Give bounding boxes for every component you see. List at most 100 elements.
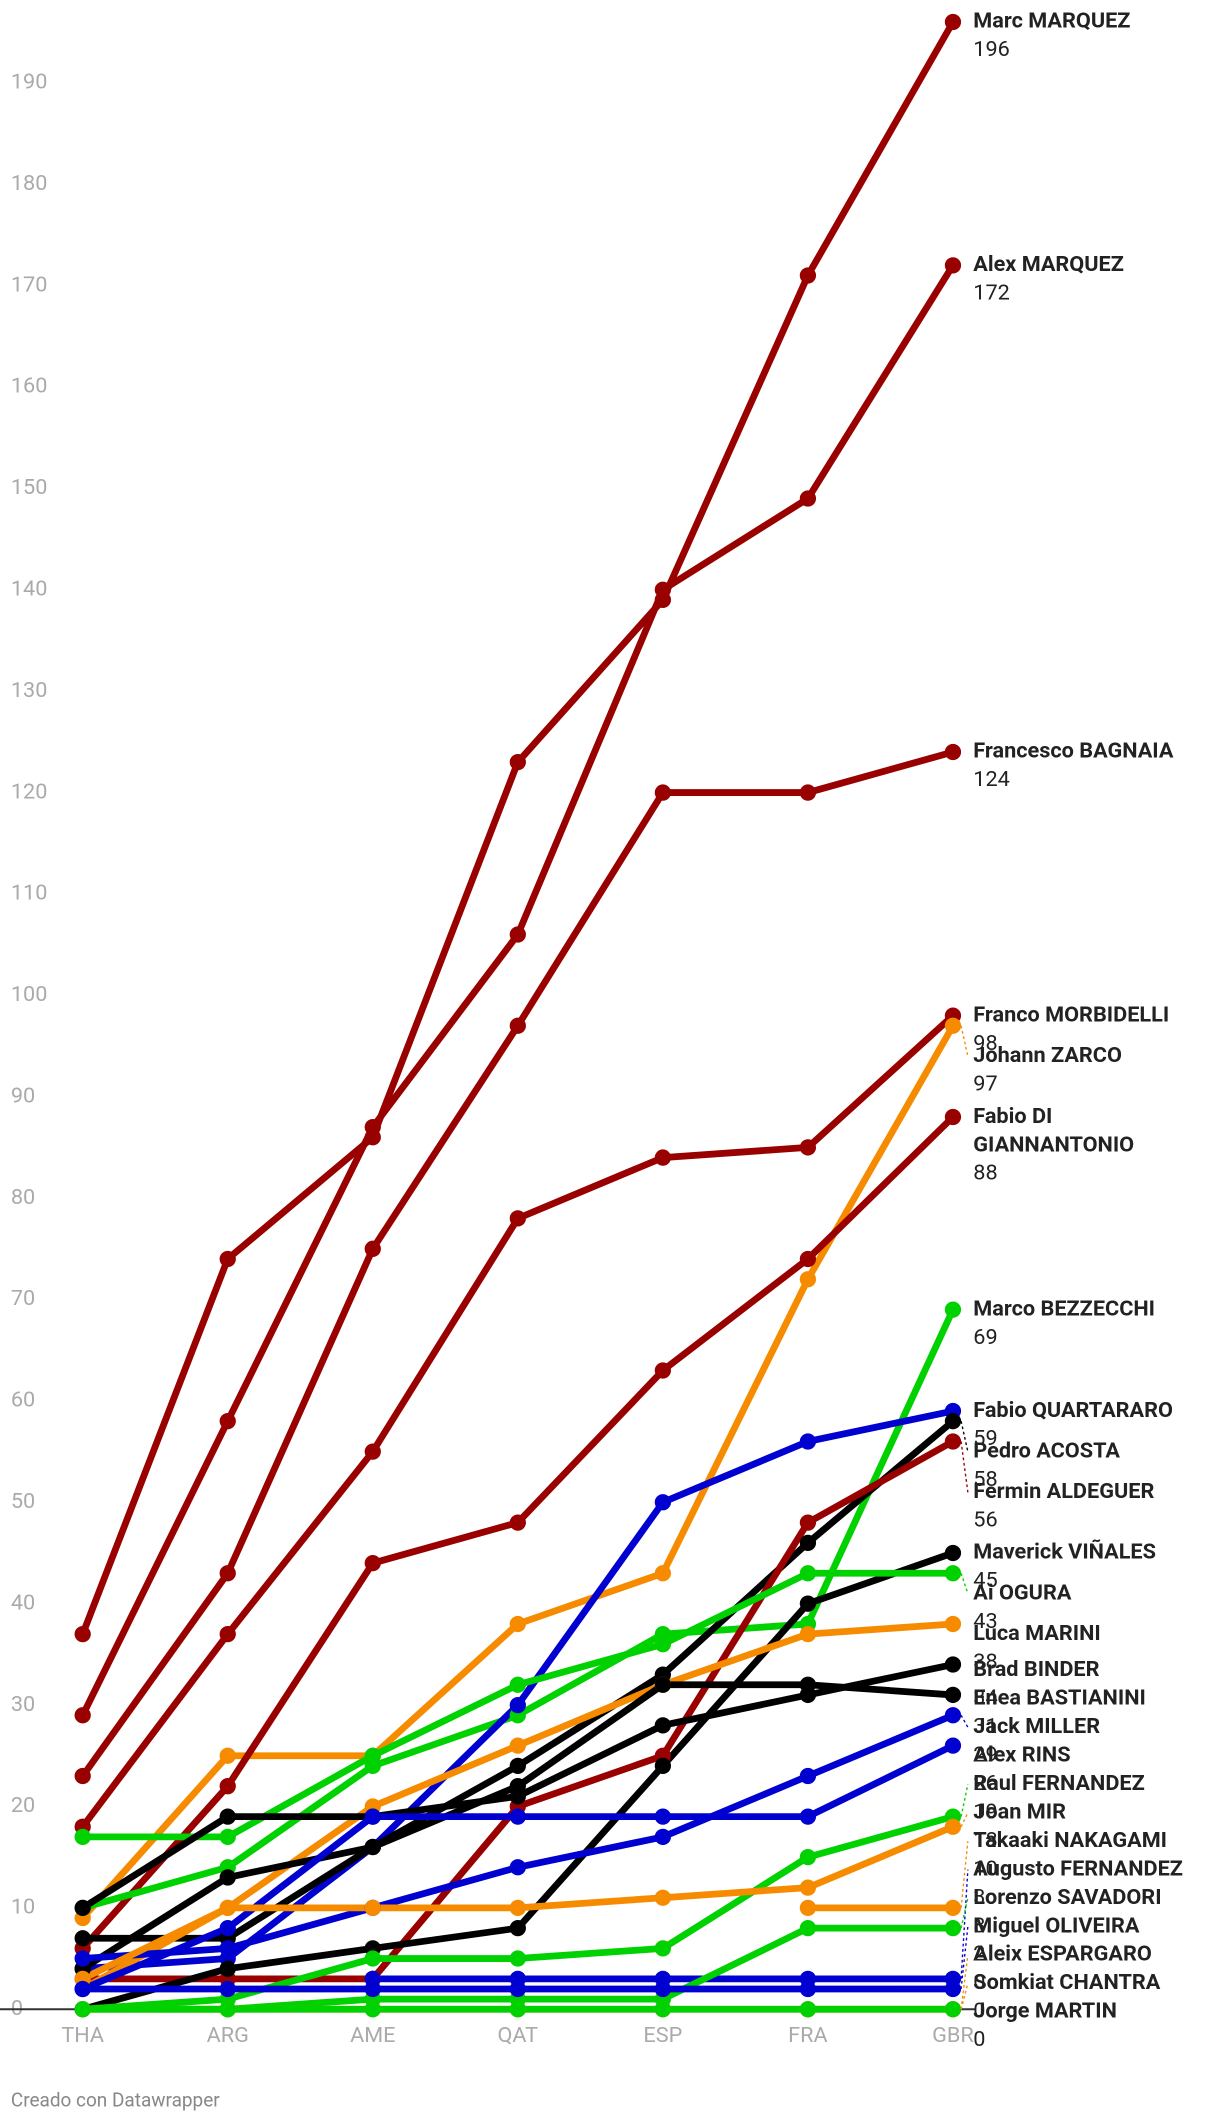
series-value-label: 172 xyxy=(973,281,1010,306)
x-tick-label: THA xyxy=(61,2023,104,2048)
y-tick-label: 140 xyxy=(11,577,48,602)
data-point xyxy=(799,2001,817,2018)
series-value-label: 31 xyxy=(973,1714,997,1739)
data-point xyxy=(944,743,962,761)
data-point xyxy=(799,1595,817,1612)
series-label: Marco BEZZECCHI xyxy=(973,1296,1155,1321)
data-point xyxy=(219,1940,236,1957)
data-point xyxy=(509,1210,526,1227)
y-tick-label: 20 xyxy=(11,1793,35,1818)
series-label: Alex MARQUEZ xyxy=(973,252,1124,277)
data-point xyxy=(509,1757,526,1775)
series-label: Joan MIR xyxy=(973,1799,1066,1824)
data-point xyxy=(219,1413,236,1430)
data-point xyxy=(364,1838,381,1856)
y-tick-label: 160 xyxy=(11,374,48,399)
leader-line xyxy=(960,1926,969,1990)
data-point xyxy=(944,1301,962,1318)
data-point xyxy=(219,1625,236,1643)
data-point xyxy=(799,1879,817,1896)
data-point xyxy=(654,1362,671,1379)
y-tick-label: 50 xyxy=(11,1489,35,1514)
data-point xyxy=(944,13,962,31)
leader-line xyxy=(960,1954,969,2010)
data-point xyxy=(654,1757,671,1775)
data-point xyxy=(799,1767,817,1785)
data-point xyxy=(944,1108,962,1126)
data-point xyxy=(654,1889,671,1906)
data-point xyxy=(799,1980,817,1998)
y-tick-label: 110 xyxy=(11,881,48,906)
data-point xyxy=(219,1919,236,1937)
data-point xyxy=(74,1980,91,1998)
data-point xyxy=(799,1433,817,1450)
y-tick-label: 190 xyxy=(11,70,48,95)
series-label: Aleix ESPARGARO xyxy=(973,1942,1152,1967)
series-label: Alex RINS xyxy=(973,1742,1070,1767)
data-point xyxy=(509,1919,526,1937)
y-tick-label: 30 xyxy=(11,1692,35,1717)
data-point xyxy=(74,1930,91,1947)
series-label: Lorenzo SAVADORI xyxy=(973,1885,1161,1910)
series-value-label: 56 xyxy=(973,1508,997,1533)
series-value-label: 98 xyxy=(973,1031,997,1056)
data-point xyxy=(654,1494,671,1511)
y-tick-label: 90 xyxy=(11,1083,35,1108)
series-label: Enea BASTIANINI xyxy=(973,1686,1146,1711)
data-point xyxy=(509,1980,526,1998)
data-point xyxy=(219,1778,236,1795)
data-point xyxy=(799,1849,817,1866)
y-tick-label: 150 xyxy=(11,475,48,500)
series-label: Pedro ACOSTA xyxy=(973,1438,1120,1463)
data-point xyxy=(944,1413,962,1430)
data-point xyxy=(509,1615,526,1633)
data-point xyxy=(944,1919,962,1937)
series-value-label: 8 xyxy=(973,1913,985,1938)
data-point xyxy=(654,1808,671,1825)
data-point xyxy=(799,1565,817,1582)
data-point xyxy=(654,2001,671,2018)
x-tick-label: FRA xyxy=(788,2023,827,2048)
series-value-label: 34 xyxy=(973,1686,997,1711)
data-point xyxy=(219,1747,236,1764)
data-point xyxy=(364,1980,381,1998)
series-label: Fabio QUARTARARO xyxy=(973,1398,1173,1423)
series-value-label: 43 xyxy=(973,1609,997,1634)
data-point xyxy=(654,1940,671,1957)
data-point xyxy=(799,490,817,507)
data-point xyxy=(219,1869,236,1886)
data-point xyxy=(364,1554,381,1572)
footer: Creado con Datawrapper xyxy=(11,2088,220,2111)
y-tick-label: 60 xyxy=(11,1388,35,1413)
x-tick-label: ESP xyxy=(643,2023,682,2048)
data-point xyxy=(944,1433,962,1450)
data-point xyxy=(799,1899,817,1916)
data-point xyxy=(654,1565,671,1582)
data-point xyxy=(799,1534,817,1551)
series-value-label: 10 xyxy=(973,1856,997,1881)
data-point xyxy=(654,1676,671,1693)
series-label: Jack MILLER xyxy=(973,1714,1100,1739)
data-point xyxy=(509,1737,526,1754)
data-point xyxy=(509,1859,526,1876)
data-point xyxy=(944,2001,962,2018)
data-point xyxy=(74,1625,91,1643)
series-value-label: 26 xyxy=(973,1771,997,1796)
data-point xyxy=(509,1514,526,1531)
data-point xyxy=(944,257,962,274)
data-point xyxy=(944,1565,962,1582)
data-point xyxy=(654,1636,671,1653)
points xyxy=(74,13,962,2018)
data-point xyxy=(799,1919,817,1937)
y-tick-label: 40 xyxy=(11,1590,35,1615)
series-value-label: 38 xyxy=(973,1650,997,1675)
data-point xyxy=(509,1950,526,1967)
leader-line xyxy=(960,1812,969,1828)
data-point xyxy=(219,1980,236,1998)
series-label: Takaaki NAKAGAMI xyxy=(973,1828,1167,1853)
series-label: Franco MORBIDELLI xyxy=(973,1002,1169,1027)
data-point xyxy=(944,1544,962,1562)
series-value-label: 0 xyxy=(973,2027,985,2052)
data-point xyxy=(509,926,526,943)
